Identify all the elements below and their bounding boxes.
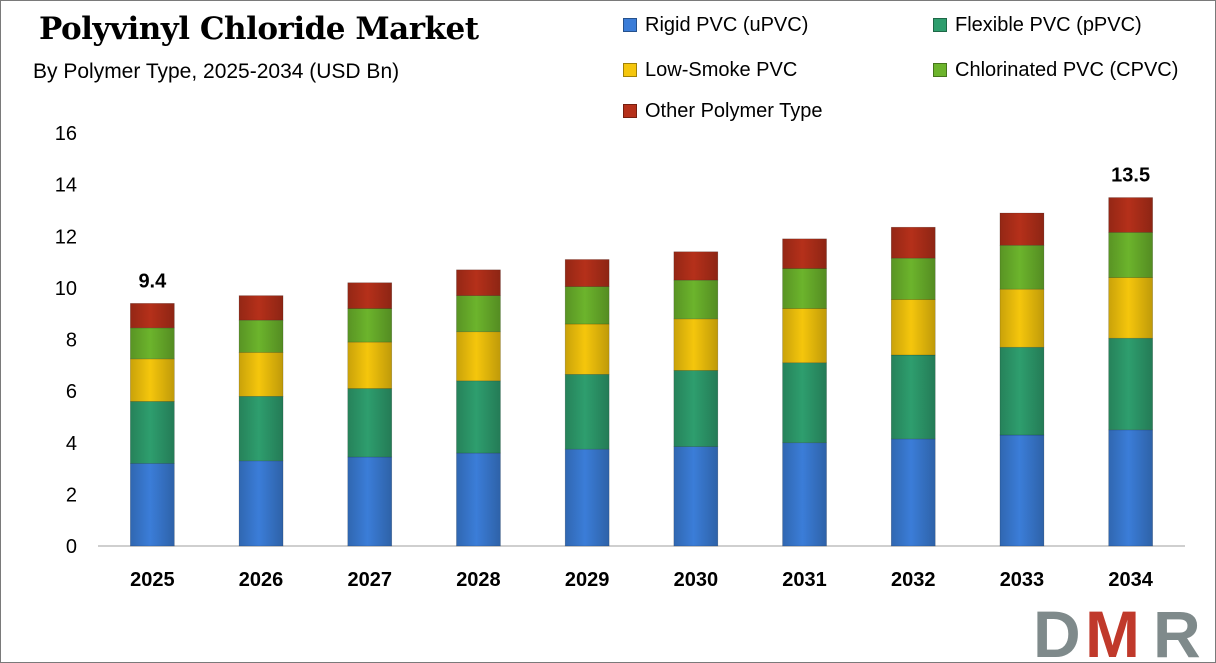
- bar-segment: [782, 238, 827, 269]
- bar-segment: [782, 442, 827, 547]
- bar-segment: [564, 374, 610, 450]
- bar-segment: [999, 434, 1045, 547]
- bar-segment: [782, 362, 827, 444]
- legend-label: Rigid PVC (uPVC): [645, 14, 809, 36]
- bar-segment: [782, 268, 827, 309]
- svg-text:M: M: [1085, 601, 1140, 661]
- bar-segment: [673, 279, 719, 320]
- bar-segment: [890, 226, 936, 259]
- legend-label: Chlorinated PVC (CPVC): [955, 59, 1179, 81]
- x-tick-label: 2025: [130, 569, 175, 591]
- bar-segment: [347, 341, 393, 389]
- legend-swatch: [933, 18, 947, 32]
- x-tick-label: 2032: [891, 569, 936, 591]
- bar-segment: [347, 456, 393, 547]
- bar-segment: [673, 446, 719, 547]
- bar-segment: [238, 352, 284, 397]
- y-tick-label: 8: [66, 330, 77, 352]
- legend-swatch: [933, 63, 947, 77]
- bar-segment: [999, 212, 1045, 246]
- bar-segment: [999, 288, 1045, 348]
- y-tick-label: 0: [66, 536, 77, 558]
- legend-swatch: [623, 18, 637, 32]
- x-tick-label: 2029: [565, 569, 610, 591]
- x-tick-label: 2027: [348, 569, 393, 591]
- bar-segment: [999, 346, 1045, 436]
- x-tick-label: 2034: [1108, 569, 1153, 591]
- bar-segment: [456, 331, 501, 382]
- bar-segment: [130, 327, 175, 360]
- bar-segment: [238, 395, 284, 462]
- x-tick-label: 2028: [456, 569, 501, 591]
- dmr-logo: D M R: [1033, 601, 1201, 661]
- bar-segment: [890, 438, 936, 547]
- y-tick-label: 16: [55, 123, 77, 145]
- bar-segment: [564, 286, 610, 325]
- legend-swatch: [623, 63, 637, 77]
- legend-label: Other Polymer Type: [645, 100, 823, 122]
- bar-segment: [456, 452, 501, 547]
- data-label: 9.4: [138, 270, 167, 292]
- bar-segment: [890, 354, 936, 440]
- bar-segment: [130, 463, 175, 547]
- legend-swatch: [623, 104, 637, 118]
- bar-segment: [1108, 277, 1153, 339]
- bar-segment: [890, 299, 936, 356]
- bar-segment: [999, 244, 1045, 290]
- bar-segment: [238, 460, 284, 547]
- bar-segment: [347, 308, 393, 343]
- x-tick-label: 2033: [1000, 569, 1045, 591]
- legend-label: Flexible PVC (pPVC): [955, 14, 1142, 36]
- bar-segment: [673, 318, 719, 371]
- y-tick-label: 14: [55, 175, 77, 197]
- bar-segment: [1108, 197, 1153, 233]
- bar-segment: [890, 257, 936, 300]
- bar-segment: [673, 370, 719, 447]
- bar-segment: [782, 308, 827, 364]
- bar-segment: [130, 401, 175, 464]
- bar-segment: [456, 380, 501, 454]
- y-tick-label: 6: [66, 381, 77, 403]
- bar-segment: [238, 295, 284, 321]
- bar-segment: [456, 269, 501, 296]
- bar-segment: [347, 388, 393, 458]
- bar-segment: [673, 251, 719, 281]
- bar-segment: [238, 319, 284, 353]
- x-tick-label: 2030: [674, 569, 719, 591]
- svg-text:R: R: [1153, 601, 1201, 661]
- bar-segment: [130, 358, 175, 402]
- data-label: 13.5: [1111, 165, 1150, 187]
- y-tick-label: 10: [55, 278, 77, 300]
- x-tick-label: 2031: [782, 569, 827, 591]
- legend-label: Low-Smoke PVC: [645, 59, 798, 81]
- svg-text:D: D: [1033, 601, 1081, 661]
- bar-segment: [130, 303, 175, 329]
- x-tick-label: 2026: [239, 569, 284, 591]
- y-tick-label: 12: [55, 226, 77, 248]
- bar-segment: [564, 259, 610, 287]
- y-tick-label: 4: [66, 433, 77, 455]
- bar-segment: [1108, 337, 1153, 431]
- y-tick-label: 2: [66, 484, 77, 506]
- chart-subtitle: By Polymer Type, 2025-2034 (USD Bn): [33, 60, 400, 83]
- chart-title: Polyvinyl Chloride Market: [39, 11, 479, 47]
- bar-segment: [1108, 232, 1153, 278]
- bar-segment: [347, 282, 393, 309]
- bar-segment: [1108, 429, 1153, 547]
- bar-segment: [456, 295, 501, 333]
- bar-segment: [564, 323, 610, 375]
- bar-segment: [564, 448, 610, 547]
